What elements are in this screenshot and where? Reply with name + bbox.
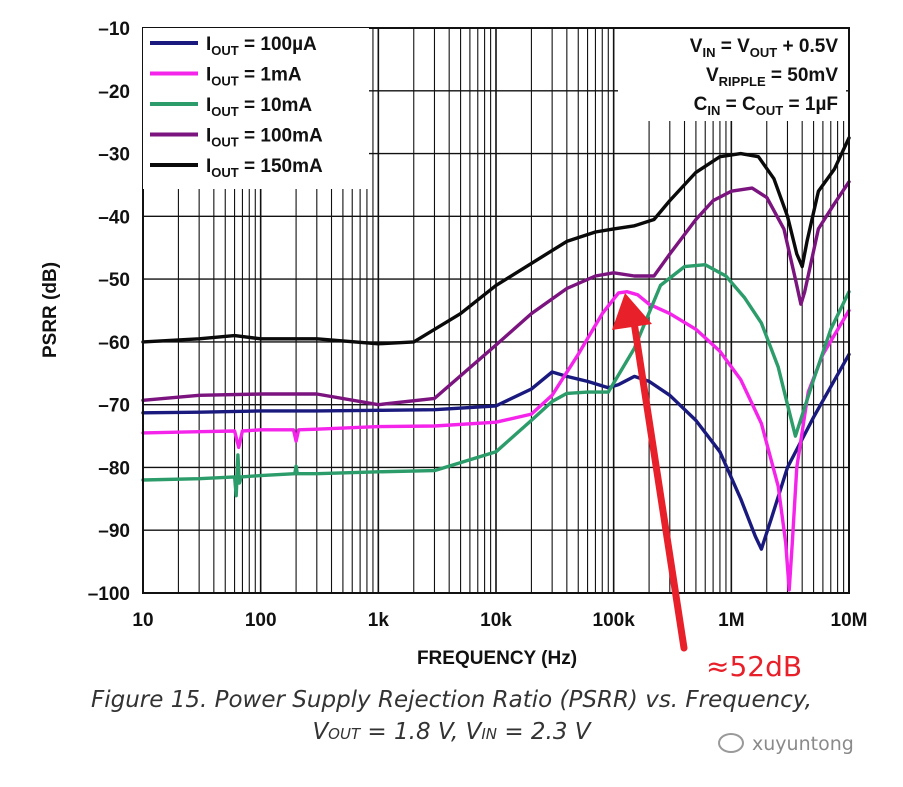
condition-part: OUT bbox=[756, 103, 784, 118]
condition-part: RIPPLE bbox=[719, 74, 766, 89]
legend-rest: = 100mA bbox=[239, 126, 323, 147]
annotation-label: ≈52dB bbox=[706, 650, 802, 680]
legend-sub: OUT bbox=[211, 135, 239, 150]
condition-part: + 0.5V bbox=[777, 36, 838, 57]
y-tick-label: –50 bbox=[98, 270, 130, 291]
figure-caption-line1: Figure 15. Power Supply Rejection Ratio … bbox=[91, 687, 812, 713]
caption-sub-out: OUT bbox=[328, 725, 361, 743]
caption-v1: V bbox=[312, 719, 329, 745]
y-tick-label: –60 bbox=[98, 333, 130, 354]
x-tick-label: 10 bbox=[132, 610, 153, 631]
x-tick-label: 100k bbox=[593, 610, 636, 631]
condition-part: = C bbox=[720, 94, 756, 115]
annotation-arrow-head bbox=[612, 293, 652, 330]
condition-line-1: VRIPPLE = 50mV bbox=[706, 65, 838, 89]
condition-part: = 1µF bbox=[783, 94, 838, 115]
condition-part: V bbox=[706, 65, 719, 86]
legend-main: I bbox=[206, 126, 211, 147]
legend-rest: = 10mA bbox=[239, 95, 313, 116]
legend-main: I bbox=[206, 65, 211, 86]
y-tick-label: –90 bbox=[98, 521, 130, 542]
y-axis-label: PSRR (dB) bbox=[40, 262, 61, 358]
wechat-icon bbox=[718, 732, 744, 753]
caption-mid: = 1.8 V, V bbox=[360, 719, 482, 745]
caption-end: = 2.3 V bbox=[497, 719, 591, 745]
figure-caption-line2: VOUT = 1.8 V, VIN = 2.3 V bbox=[0, 719, 903, 745]
series-line-1 bbox=[141, 290, 851, 592]
legend-entry-3: IOUT = 100mA bbox=[206, 126, 323, 150]
legend-main: I bbox=[206, 34, 211, 55]
condition-part: OUT bbox=[750, 45, 778, 60]
annotation: ≈52dB bbox=[612, 293, 802, 680]
x-tick-label: 10k bbox=[480, 610, 512, 631]
y-tick-labels: –10 –20 –30 –40 –50 –60 –70 –80 –90 –100 bbox=[88, 19, 130, 605]
y-tick-label: –40 bbox=[98, 207, 130, 228]
condition-part: = V bbox=[715, 36, 750, 57]
y-tick-label: –100 bbox=[88, 584, 130, 605]
series-line-0 bbox=[141, 352, 851, 551]
legend-main: I bbox=[206, 156, 211, 177]
condition-part: IN bbox=[702, 45, 715, 60]
x-axis-label: FREQUENCY (Hz) bbox=[417, 648, 577, 669]
y-tick-label: –70 bbox=[98, 396, 130, 417]
legend-entry-1: IOUT = 1mA bbox=[206, 65, 302, 89]
condition-part: IN bbox=[707, 103, 720, 118]
condition-part: = 50mV bbox=[766, 65, 839, 86]
legend-sub: OUT bbox=[211, 43, 239, 58]
x-tick-label: 100 bbox=[245, 610, 277, 631]
legend-sub: OUT bbox=[211, 74, 239, 89]
x-tick-label: 1k bbox=[368, 610, 390, 631]
condition-line-0: VIN = VOUT + 0.5V bbox=[690, 36, 839, 60]
x-tick-labels: 10 100 1k 10k 100k 1M 10M bbox=[132, 610, 867, 631]
series-line-2 bbox=[141, 263, 851, 498]
condition-part: V bbox=[690, 36, 703, 57]
caption-sub-in: IN bbox=[481, 725, 498, 743]
plot-frame bbox=[142, 27, 850, 594]
psrr-chart: 10 100 1k 10k 100k 1M 10M –10 –20 –30 –40 –50 –60 –7… bbox=[40, 19, 867, 680]
legend-entry-2: IOUT = 10mA bbox=[206, 95, 312, 119]
legend-entry-0: IOUT = 100µA bbox=[206, 34, 317, 58]
legend-sub: OUT bbox=[211, 104, 239, 119]
legend-main: I bbox=[206, 95, 211, 116]
series-line-4 bbox=[141, 136, 851, 346]
legend-entry-4: IOUT = 150mA bbox=[206, 156, 323, 180]
condition-line-2: CIN = COUT = 1µF bbox=[694, 94, 838, 118]
annotation-arrow-shaft bbox=[630, 318, 688, 652]
series-layer bbox=[141, 136, 851, 592]
y-tick-label: –30 bbox=[98, 145, 130, 166]
legend-rest: = 1mA bbox=[239, 65, 302, 86]
x-tick-label: 1M bbox=[718, 610, 744, 631]
legend-rest: = 150mA bbox=[239, 156, 323, 177]
legend-sub: OUT bbox=[211, 165, 239, 180]
watermark-text: xuyuntong bbox=[752, 733, 854, 755]
series-line-3 bbox=[141, 180, 851, 407]
y-tick-label: –10 bbox=[98, 19, 130, 40]
x-tick-label: 10M bbox=[831, 610, 868, 631]
y-tick-label: –80 bbox=[98, 458, 130, 479]
legend-rest: = 100µA bbox=[239, 34, 317, 55]
condition-part: C bbox=[694, 94, 708, 115]
watermark: xuyuntong bbox=[718, 732, 854, 755]
y-tick-label: –20 bbox=[98, 82, 130, 103]
